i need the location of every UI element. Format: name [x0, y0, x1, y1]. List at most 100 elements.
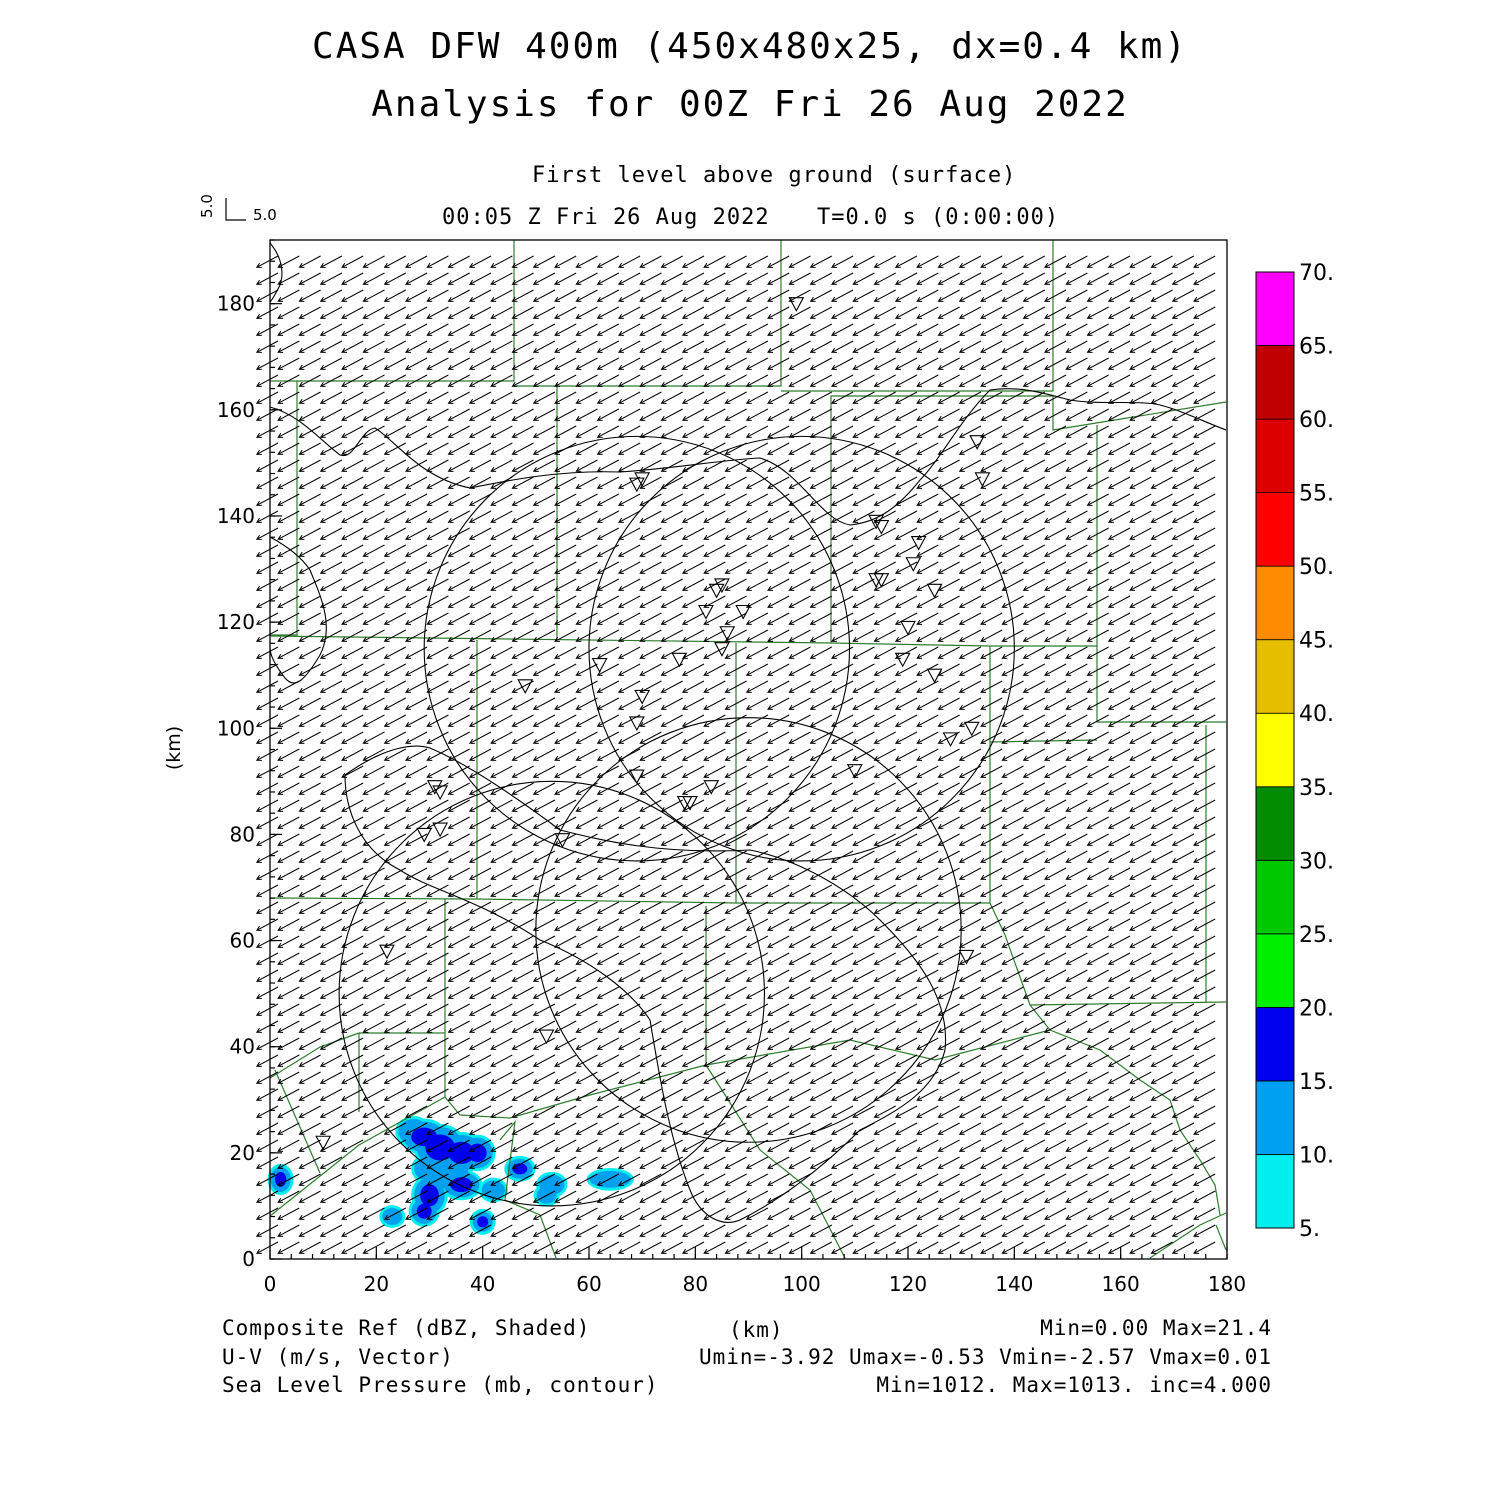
wind-vector [916, 816, 939, 829]
wind-vector [873, 1003, 896, 1016]
y-tick-label: 160 [217, 398, 255, 422]
wind-vector [639, 1071, 662, 1084]
wind-vector [1129, 357, 1152, 370]
station-marker [969, 435, 986, 450]
wind-vector [511, 357, 534, 370]
wind-vector [532, 476, 556, 489]
wind-vector [724, 782, 747, 795]
wind-vector [724, 1190, 747, 1203]
wind-vector [681, 306, 705, 319]
wind-vector [958, 731, 982, 744]
wind-vector [703, 612, 726, 625]
wind-vector [341, 731, 364, 744]
wind-vector [788, 595, 811, 608]
wind-vector [596, 1020, 620, 1033]
wind-vector [809, 527, 833, 540]
wind-vector [1022, 952, 1046, 965]
wind-vector [426, 391, 449, 404]
station-marker [735, 604, 752, 620]
wind-vector [1022, 442, 1046, 455]
wind-vector [596, 833, 620, 846]
wind-vector [490, 1003, 513, 1016]
wind-vector [767, 646, 790, 659]
wind-vector [255, 1105, 279, 1118]
wind-vector [1086, 1088, 1109, 1101]
wind-vector [1022, 1173, 1046, 1186]
wind-vector [511, 935, 534, 948]
reflectivity-cell-core [468, 1143, 487, 1163]
wind-vector [937, 1241, 960, 1254]
wind-vector [1043, 969, 1067, 982]
wind-vector [319, 391, 343, 404]
wind-vector [341, 833, 364, 846]
wind-vector [660, 561, 683, 574]
wind-vector [767, 663, 790, 676]
wind-vector [767, 323, 790, 336]
wind-vector [703, 1173, 726, 1186]
wind-vector [532, 357, 556, 370]
wind-vector [809, 663, 833, 676]
wind-vector [937, 748, 960, 761]
wind-vector [894, 306, 918, 319]
wind-vector [809, 714, 833, 727]
wind-vector [468, 595, 492, 608]
wind-vector [575, 901, 598, 914]
wind-vector [426, 544, 449, 557]
wind-vector [767, 748, 790, 761]
wind-vector [618, 306, 641, 319]
wind-vector [1001, 884, 1024, 897]
wind-vector [277, 901, 300, 914]
wind-vector [447, 629, 470, 642]
footer-wind-range: Umin=-3.92 Umax=-0.53 Vmin=-2.57 Vmax=0.… [698, 1345, 1272, 1369]
station-marker [517, 679, 534, 694]
wind-vector [405, 1122, 428, 1135]
wind-vector [277, 561, 300, 574]
wind-vector [277, 255, 300, 268]
wind-vector [980, 1037, 1003, 1050]
wind-vector [447, 510, 470, 523]
wind-vector [660, 1071, 683, 1084]
wind-vector [767, 782, 790, 795]
wind-vector [277, 629, 300, 642]
wind-vector [1086, 697, 1109, 710]
wind-vector [277, 884, 300, 897]
wind-vector [362, 816, 385, 829]
level-description: First level above ground (surface) [532, 163, 1017, 188]
wind-vector [511, 476, 534, 489]
wind-vector [916, 969, 939, 982]
wind-vector [468, 1190, 492, 1203]
wind-vector [1022, 391, 1046, 404]
wind-vector [532, 408, 556, 421]
wind-vector [1129, 595, 1152, 608]
wind-vector [405, 323, 428, 336]
wind-vector [681, 255, 705, 268]
wind-vector [511, 255, 534, 268]
wind-vector [809, 391, 833, 404]
wind-vector [873, 289, 896, 302]
wind-vector [937, 493, 960, 506]
wind-vector [383, 255, 407, 268]
wind-vector [745, 731, 769, 744]
wind-vector [1193, 816, 1216, 829]
wind-vector [319, 476, 343, 489]
wind-vector [554, 1054, 577, 1067]
wind-vector [639, 425, 662, 438]
station-marker [942, 732, 959, 748]
wind-vector [788, 408, 811, 421]
wind-vector [618, 850, 641, 863]
wind-vector [298, 1020, 321, 1033]
wind-vector [575, 731, 598, 744]
wind-vector [681, 595, 705, 608]
colorbar-label: 40. [1299, 702, 1334, 727]
wind-vector [426, 935, 449, 948]
wind-vector [1193, 850, 1216, 863]
wind-vector [1150, 833, 1173, 846]
wind-vector [1193, 323, 1216, 336]
wind-vector [1107, 391, 1131, 404]
wind-vector [809, 459, 833, 472]
wind-vector [468, 340, 492, 353]
wind-vector [575, 425, 598, 438]
x-tick-labels: 0 20 40 60 80 100 120 140 160 180 [264, 1272, 1246, 1296]
wind-vector [277, 680, 300, 693]
wind-vector [1001, 442, 1024, 455]
